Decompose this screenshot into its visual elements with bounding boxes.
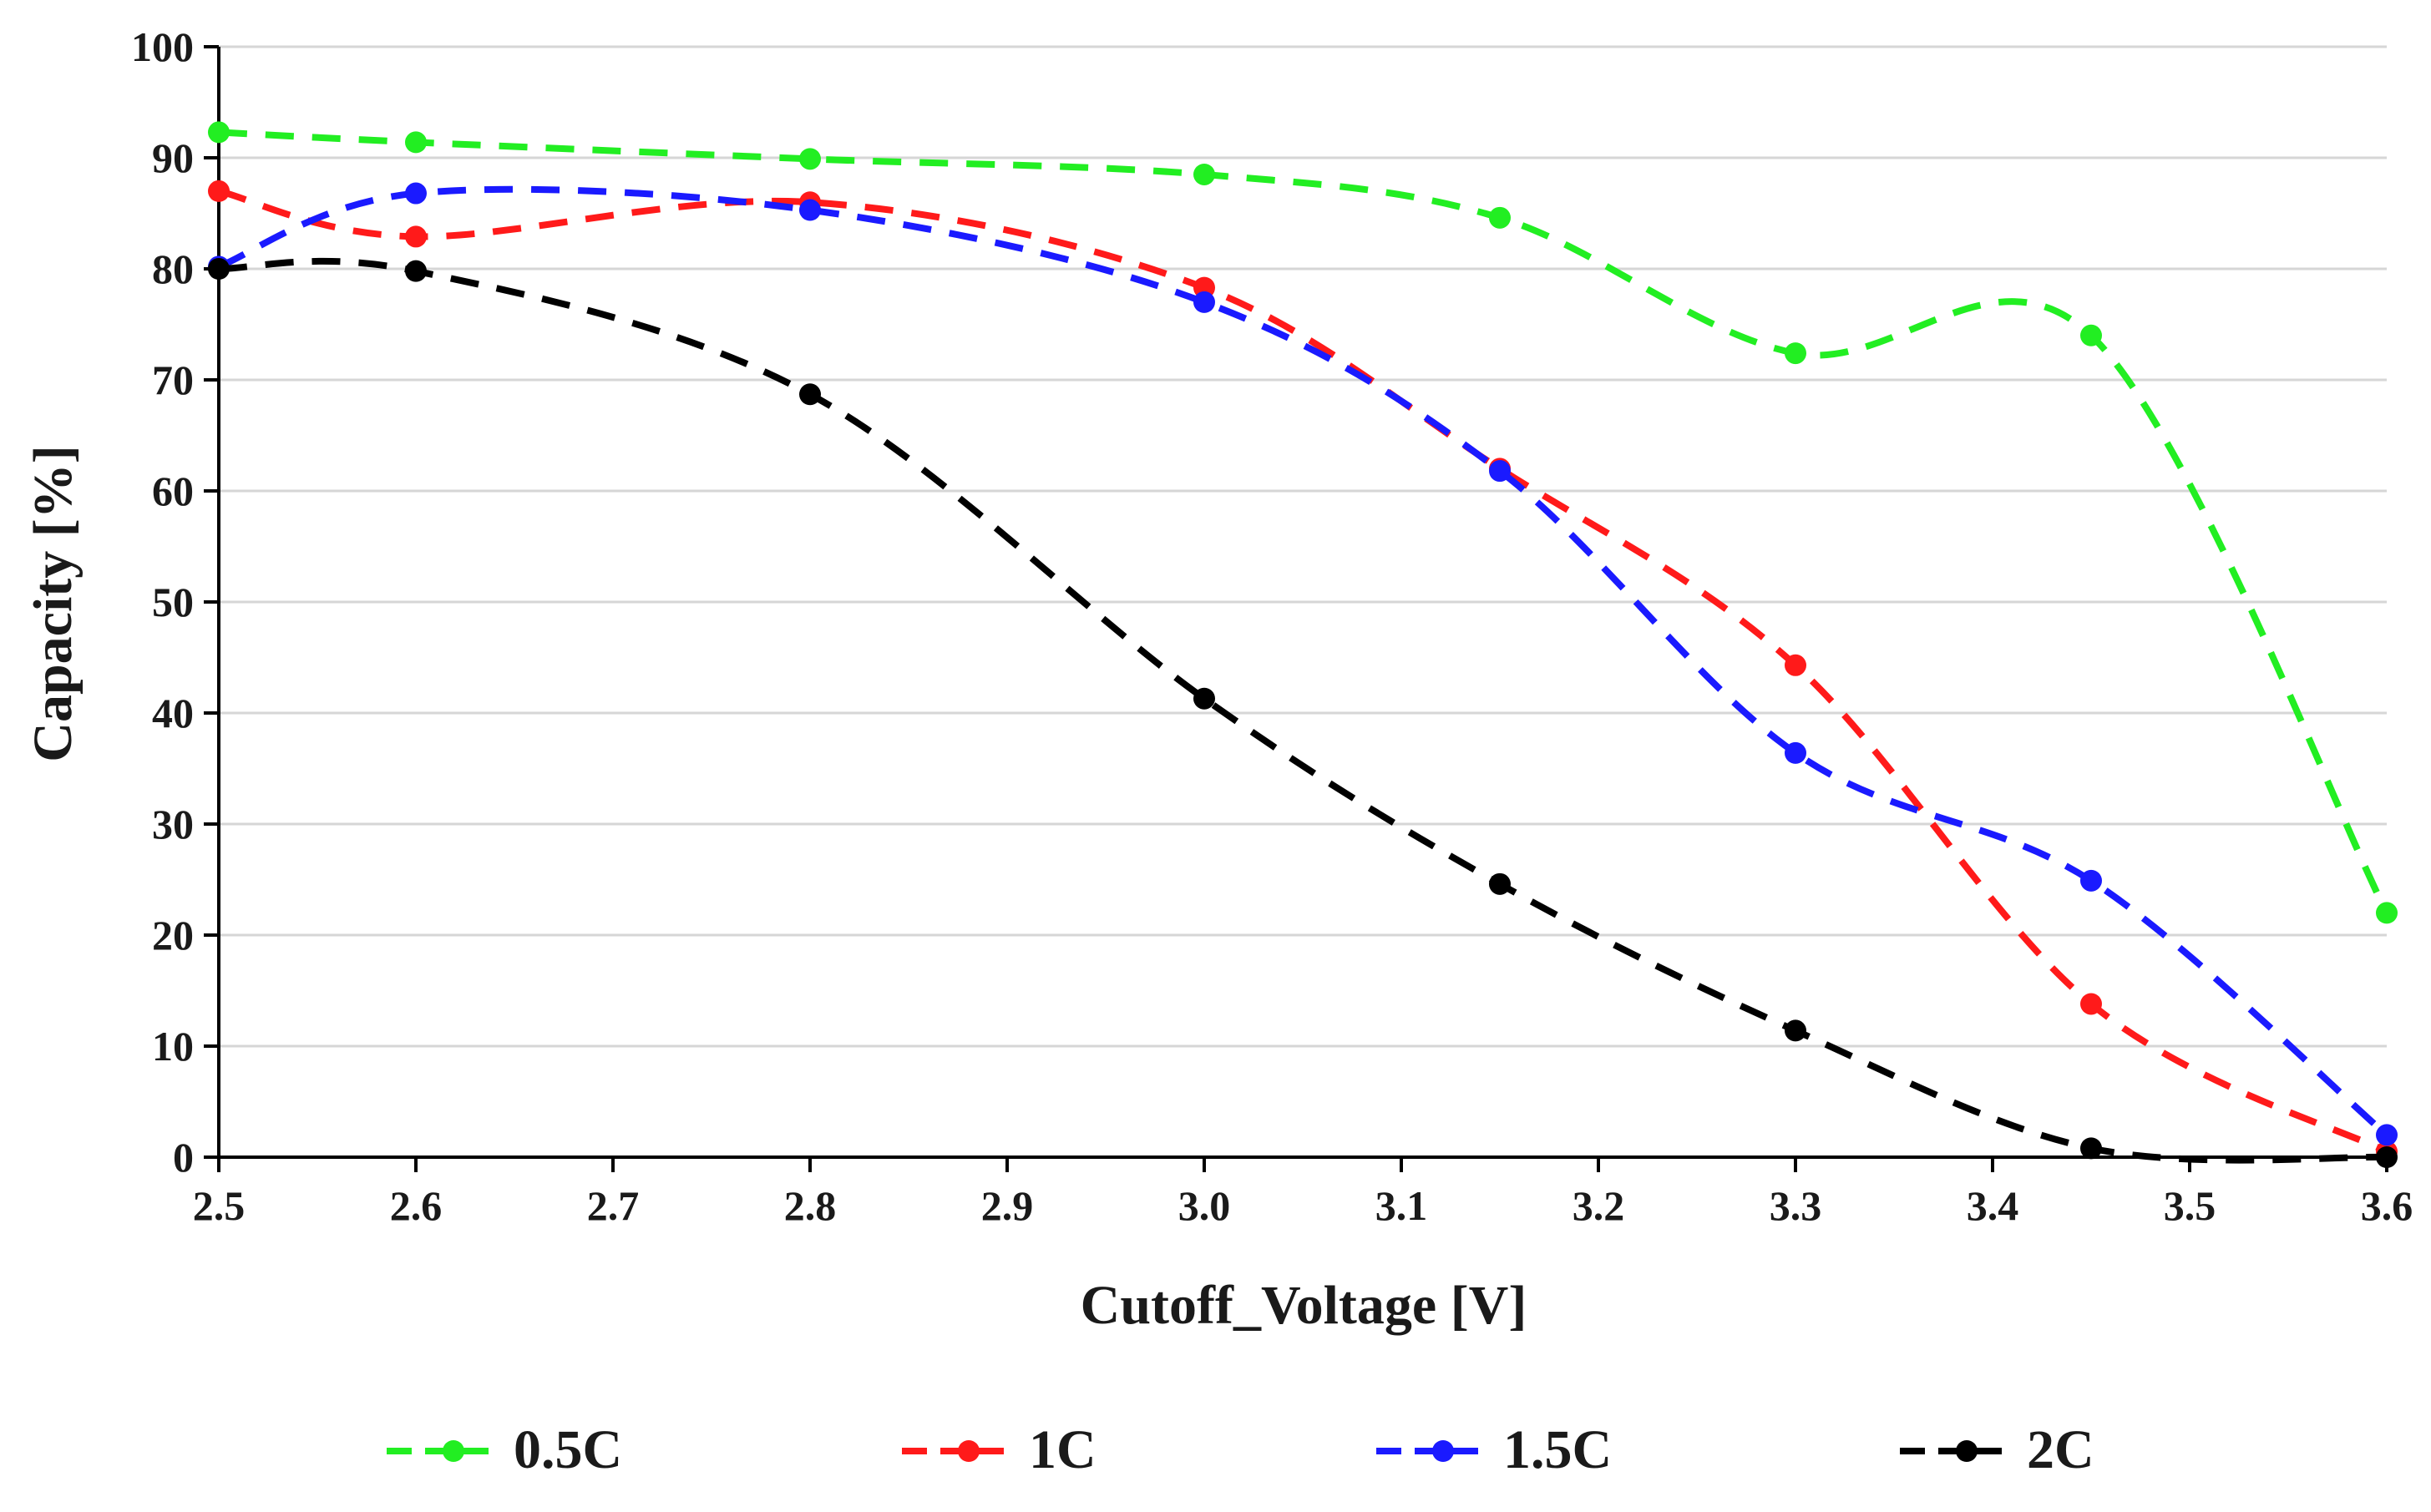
- y-tick-label: 50: [152, 579, 194, 625]
- legend-item-1C: 1C: [902, 1419, 1096, 1480]
- x-tick-label: 3.3: [1770, 1182, 1822, 1229]
- x-tick-label: 2.6: [390, 1182, 443, 1229]
- x-tick-label: 3.5: [2164, 1182, 2216, 1229]
- data-point-1C-3.45: [2080, 993, 2102, 1015]
- data-point-2C-2.8: [799, 383, 821, 406]
- data-point-0.5C-3.3: [1785, 342, 1806, 365]
- legend-label: 1C: [1029, 1419, 1096, 1480]
- ticks: 0 10 20 30 40 50 60 70 80 90 100 2.5 2.6 2.7 2.8 2.9 3.0…: [131, 23, 2413, 1229]
- data-point-0.5C-3: [1193, 163, 1215, 185]
- series-1C: [208, 180, 2398, 1163]
- x-axis-title: Cutoff_Voltage [V]: [1081, 1275, 1527, 1336]
- legend-label: 1.5C: [1503, 1419, 1612, 1480]
- legend-swatch-marker: [1432, 1440, 1454, 1462]
- data-point-1C-2.6: [405, 225, 427, 248]
- series-1.5C: [208, 182, 2398, 1146]
- series-line-1.5C: [217, 185, 2389, 1138]
- legend-item-1.5C: 1.5C: [1376, 1419, 1612, 1480]
- data-point-1.5C-3.3: [1785, 741, 1806, 764]
- data-point-0.5C-3.45: [2080, 324, 2102, 346]
- data-point-2C-2.5: [208, 258, 230, 280]
- series-line-1C: [218, 188, 2388, 1155]
- data-point-0.5C-2.5: [208, 121, 230, 144]
- x-tick-label: 2.9: [981, 1182, 1034, 1229]
- series-line-0.5C: [218, 129, 2390, 915]
- data-point-2C-3.6: [2376, 1146, 2398, 1168]
- data-point-2C-2.6: [405, 260, 427, 282]
- x-tick-label: 3.6: [2361, 1182, 2413, 1229]
- data-point-0.5C-3.15: [1489, 206, 1511, 229]
- data-point-1C-3.3: [1785, 654, 1806, 676]
- legend: 0.5C 1C 1.5C 2C: [387, 1419, 2094, 1480]
- legend-swatch-marker: [443, 1440, 464, 1462]
- data-point-0.5C-3.6: [2376, 902, 2398, 924]
- data-point-1.5C-2.6: [405, 182, 427, 205]
- data-point-1.5C-3: [1193, 291, 1215, 313]
- y-tick-label: 70: [152, 357, 194, 403]
- data-point-0.5C-2.8: [799, 148, 821, 170]
- series-line-2C: [218, 257, 2388, 1164]
- x-tick-label: 3.2: [1573, 1182, 1625, 1229]
- x-tick-label: 3.0: [1178, 1182, 1231, 1229]
- data-point-1.5C-2.8: [799, 199, 821, 221]
- y-tick-label: 20: [152, 912, 194, 958]
- y-tick-label: 60: [152, 468, 194, 514]
- data-point-2C-3.15: [1489, 872, 1511, 895]
- gridlines: [219, 45, 2387, 1048]
- y-tick-label: 100: [131, 23, 194, 70]
- series-0.5C: [208, 121, 2398, 924]
- legend-swatch-marker: [958, 1440, 980, 1462]
- series: [208, 121, 2398, 1168]
- series-2C: [208, 257, 2398, 1168]
- data-point-1.5C-3.15: [1489, 460, 1511, 483]
- data-point-1C-2.5: [208, 180, 230, 202]
- y-tick-label: 90: [152, 134, 194, 181]
- y-axis-title: Capacity [%]: [23, 445, 84, 761]
- legend-label: 0.5C: [514, 1419, 622, 1480]
- legend-item-2C: 2C: [1900, 1419, 2094, 1480]
- x-tick-label: 2.8: [784, 1182, 837, 1229]
- y-tick-label: 40: [152, 690, 194, 736]
- x-tick-label: 2.7: [587, 1182, 640, 1229]
- y-tick-label: 0: [173, 1134, 194, 1181]
- y-tick-label: 80: [152, 245, 194, 292]
- legend-item-0.5C: 0.5C: [387, 1419, 622, 1480]
- data-point-2C-3.45: [2080, 1137, 2102, 1160]
- data-point-2C-3.3: [1785, 1019, 1806, 1042]
- x-tick-label: 3.1: [1375, 1182, 1428, 1229]
- x-tick-label: 3.4: [1967, 1182, 2019, 1229]
- y-tick-label: 10: [152, 1023, 194, 1070]
- x-tick-label: 2.5: [193, 1182, 246, 1229]
- legend-label: 2C: [2027, 1419, 2094, 1480]
- y-tick-label: 30: [152, 801, 194, 847]
- data-point-0.5C-2.6: [405, 131, 427, 154]
- data-point-1.5C-3.45: [2080, 869, 2102, 892]
- data-point-2C-3: [1193, 687, 1215, 710]
- data-point-1.5C-3.6: [2376, 1124, 2398, 1146]
- legend-swatch-marker: [1956, 1440, 1978, 1462]
